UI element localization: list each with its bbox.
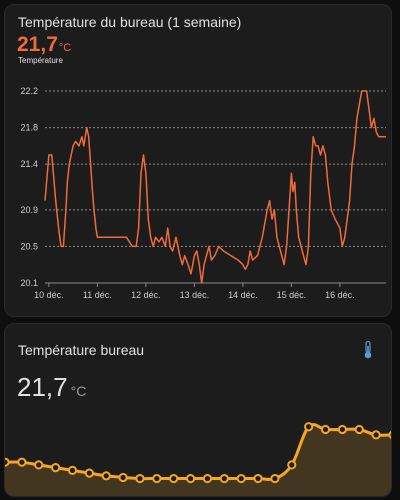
sparkline-point [51, 463, 61, 473]
current-temperature-unit: °C [58, 42, 72, 54]
x-tick-label: 11 déc. [83, 290, 112, 300]
weekly-history-title: Température du bureau (1 semaine) [18, 14, 242, 30]
sparkline-point [118, 472, 128, 483]
sparkline-point [388, 430, 391, 440]
series-legend-label: Température [18, 56, 63, 65]
sensor-card-title: Température bureau [18, 342, 145, 358]
temperature-sensor-card[interactable]: Température bureau 21,7 °C [4, 323, 392, 497]
y-tick-label: 22.2 [20, 86, 38, 96]
thermometer-icon [363, 340, 373, 364]
sparkline-point [17, 457, 27, 467]
sparkline-area-fill [5, 424, 391, 496]
y-tick-label: 20.9 [20, 205, 38, 215]
sparkline-point [34, 460, 44, 470]
sparkline-point [270, 473, 280, 484]
sparkline-point [287, 460, 297, 470]
sensor-temperature-unit: °C [70, 383, 87, 399]
temperature-series-line [44, 90, 386, 284]
sparkline-point [185, 473, 196, 484]
sensor-temperature-value: 21,7 °C [17, 372, 86, 403]
temperature-sparkline [5, 422, 391, 496]
x-tick-label: 15 déc. [277, 290, 307, 300]
y-tick-label: 21.4 [20, 159, 38, 169]
y-tick-label: 20.1 [20, 278, 38, 288]
y-tick-label: 21.8 [20, 123, 38, 133]
sparkline-point [219, 473, 229, 484]
temperature-line-chart[interactable]: 22.2 21.8 21.4 20.9 20.5 20.1 10 déc. 11 déc. 12… [5, 5, 392, 317]
sparkline-point [5, 457, 10, 467]
sparkline-point [135, 473, 145, 484]
sensor-temperature-number: 21,7 [17, 372, 68, 402]
sparkline-point [202, 473, 213, 484]
sparkline-point [236, 473, 246, 484]
sparkline-point [320, 424, 331, 435]
x-tick-label: 10 déc. [34, 290, 64, 300]
sparkline-point [169, 473, 179, 484]
x-tick-label: 14 déc. [228, 290, 258, 300]
x-tick-label: 13 déc. [180, 290, 210, 300]
current-temperature-number: 21,7 [17, 33, 58, 56]
y-tick-label: 20.5 [20, 241, 38, 251]
sparkline-point [152, 473, 162, 484]
sparkline-point [337, 424, 347, 435]
sparkline-point [101, 471, 111, 481]
sparkline-point [67, 465, 78, 475]
sparkline-point [304, 422, 314, 432]
x-tick-label: 12 déc. [131, 290, 161, 300]
sparkline-point [84, 468, 94, 478]
x-tick-label: 16 déc. [325, 290, 355, 300]
weekly-history-card[interactable]: Température du bureau (1 semaine) 21,7°C… [4, 4, 392, 317]
current-temperature-value: 21,7°C [17, 33, 71, 57]
sparkline-point [253, 473, 263, 484]
sparkline-point [354, 424, 364, 435]
sparkline-point [371, 430, 381, 440]
